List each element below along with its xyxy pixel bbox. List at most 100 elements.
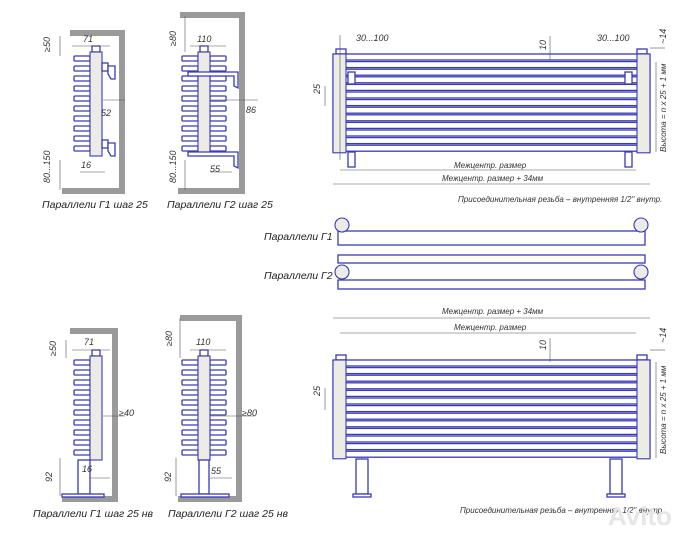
connection-cap <box>636 354 648 361</box>
fin <box>181 75 199 82</box>
horizontal-tube <box>332 359 651 367</box>
wall-gap-label: ≥80 <box>242 408 257 418</box>
fin <box>73 135 91 142</box>
depth-label: 71 <box>84 337 94 347</box>
offset-label: 16 <box>81 160 91 170</box>
wall-floor <box>178 496 242 502</box>
depth-label: 110 <box>196 337 210 347</box>
fin <box>181 95 199 102</box>
horizontal-tube <box>332 427 651 436</box>
overall-length-label: Межцентр. размер + 34мм <box>442 307 544 316</box>
fin <box>73 379 91 386</box>
wall-bracket <box>107 65 116 80</box>
wall-ceiling <box>180 12 245 18</box>
floor-leg <box>198 459 210 495</box>
wall-gap-label: 52 <box>101 108 111 118</box>
horizontal-tube <box>332 83 651 92</box>
fin <box>73 75 91 82</box>
wall <box>239 12 245 194</box>
fin <box>73 125 91 132</box>
mounting-bracket <box>347 151 356 168</box>
height-formula: Высота = n x 25 + 1 мм <box>659 365 668 454</box>
caption: Параллели Г2 шаг 25 <box>167 199 273 211</box>
tube-gap-label: 10 <box>538 340 548 350</box>
wall <box>119 30 125 194</box>
wall <box>236 315 242 502</box>
fin <box>181 389 199 396</box>
wall-ceiling <box>70 328 118 334</box>
fin <box>181 429 199 436</box>
horizontal-tube <box>332 404 651 413</box>
g1-label: Параллели Г1 <box>264 231 333 243</box>
left-header <box>332 53 347 154</box>
horizontal-tube <box>332 129 651 137</box>
side-view-g1-floor: ≥50 71 ≥40 16 92 Параллели Г1 шаг 25 нв <box>33 337 154 520</box>
fin <box>73 439 91 446</box>
thread-note: Присоединительная резьба – внутренняя 1/… <box>460 506 664 515</box>
horizontal-tube <box>332 442 651 451</box>
horizontal-tube <box>332 374 651 382</box>
horizontal-tube <box>332 366 651 375</box>
front-view-floor: Межцентр. размер + 34мм Межцентр. размер… <box>312 307 668 515</box>
connection-cap <box>636 48 648 55</box>
fin <box>209 449 227 456</box>
fin <box>181 135 199 142</box>
horizontal-tube <box>332 420 651 428</box>
fin <box>181 419 199 426</box>
top-views: Параллели Г1 Параллели Г2 <box>264 231 333 282</box>
center-distance-label: Межцентр. размер <box>454 323 527 332</box>
fin <box>73 55 91 62</box>
horizontal-tube <box>332 450 651 458</box>
fin <box>209 105 227 112</box>
fin <box>209 115 227 122</box>
horizontal-tube <box>332 60 651 69</box>
horizontal-tube <box>332 53 651 61</box>
fin <box>73 409 91 416</box>
fin <box>209 135 227 142</box>
top-offset-label: ~14 <box>658 29 668 44</box>
fin <box>73 145 91 152</box>
bottom-gap-label: 80...150 <box>42 150 52 183</box>
horizontal-tube <box>332 106 651 114</box>
horizontal-tube <box>332 114 651 122</box>
fin <box>181 85 199 92</box>
fin <box>73 399 91 406</box>
floor-plate <box>180 493 230 498</box>
wall-floor <box>62 188 125 194</box>
offset-label: 55 <box>210 164 221 174</box>
fin <box>73 419 91 426</box>
bracket-left-label: 30...100 <box>356 33 389 43</box>
height-formula: Высота = n x 25 + 1 мм <box>659 63 668 152</box>
horizontal-tube <box>332 76 651 84</box>
g1-top-view <box>337 230 646 246</box>
side-view-g1: ≥50 71 52 16 80...150 Параллели Г1 шаг 2… <box>42 34 148 211</box>
caption: Параллели Г2 шаг 25 нв <box>168 508 289 520</box>
fin <box>73 105 91 112</box>
tube-gap-label: 10 <box>538 40 548 50</box>
bottom-gap-label: 92 <box>44 472 54 482</box>
bottom-gap-label: 80...150 <box>168 150 178 183</box>
fin <box>181 379 199 386</box>
radiator-column <box>89 51 103 157</box>
horizontal-tube <box>332 412 651 420</box>
fin <box>181 449 199 456</box>
left-header-circle <box>334 217 350 233</box>
right-header-circle <box>633 264 649 280</box>
top-gap-label: ≥80 <box>168 31 178 46</box>
wall-gap-label: ≥40 <box>119 408 134 418</box>
bottom-gap-label: 92 <box>163 472 173 482</box>
radiator-column <box>89 355 103 461</box>
fin <box>209 439 227 446</box>
fin <box>209 399 227 406</box>
connection-cap <box>199 45 209 53</box>
connection-cap <box>335 48 347 55</box>
connection-cap <box>91 45 101 53</box>
overall-length-label: Межцентр. размер + 34мм <box>442 174 544 183</box>
fin <box>73 85 91 92</box>
fin <box>209 55 227 62</box>
fin <box>181 409 199 416</box>
fin <box>73 115 91 122</box>
fin <box>181 369 199 376</box>
horizontal-tube <box>332 136 651 145</box>
floor-plate <box>352 493 372 498</box>
